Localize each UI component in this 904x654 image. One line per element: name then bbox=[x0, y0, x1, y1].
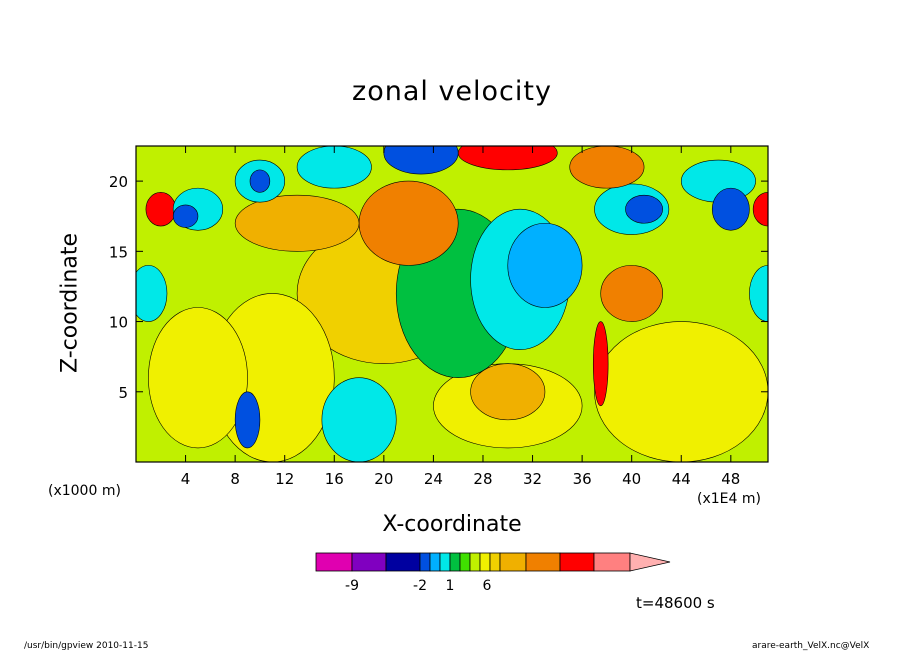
colorbar-segment-7 bbox=[459, 552, 471, 572]
contour-region-13 bbox=[145, 192, 176, 227]
colorbar-segment-8 bbox=[469, 552, 481, 572]
contour-region-12 bbox=[600, 265, 663, 322]
colorbar-segment-10 bbox=[489, 552, 501, 572]
footer-program-date: /usr/bin/gpview 2010-11-15 bbox=[24, 641, 149, 651]
time-label: t=48600 s bbox=[636, 594, 715, 612]
y-tick-label-2: 15 bbox=[109, 243, 128, 261]
y-axis-label: Z-coordinate bbox=[57, 233, 83, 373]
colorbar-tick-label-2: 1 bbox=[446, 578, 455, 594]
x-tick-label-2: 12 bbox=[275, 470, 294, 488]
colorbar-segment-14 bbox=[593, 552, 631, 572]
contour-region-30 bbox=[592, 321, 609, 407]
x-tick-label-11: 48 bbox=[721, 470, 740, 488]
colorbar-segment-13 bbox=[559, 552, 595, 572]
colorbar-segment-2 bbox=[385, 552, 421, 572]
footer-file-variable: arare-earth_VelX.nc@VelX bbox=[752, 641, 870, 651]
x-tick-label-0: 4 bbox=[181, 470, 191, 488]
contour-region-9 bbox=[358, 180, 459, 266]
y-tick-label-0: 5 bbox=[118, 384, 128, 402]
contour-region-4 bbox=[148, 307, 248, 449]
y-tick-label-1: 10 bbox=[109, 314, 128, 332]
colorbar-segment-5 bbox=[439, 552, 451, 572]
contour-region-29 bbox=[234, 391, 261, 449]
x-axis-label: X-coordinate bbox=[382, 512, 522, 537]
colorbar-segment-6 bbox=[449, 552, 461, 572]
colorbar-tick-label-1: -2 bbox=[413, 578, 427, 594]
x-tick-label-10: 44 bbox=[672, 470, 691, 488]
colorbar-tick-label-3: 6 bbox=[483, 578, 492, 594]
contour-region-18 bbox=[249, 169, 271, 193]
colorbar-segment-4 bbox=[429, 552, 441, 572]
contour-region-8 bbox=[507, 222, 583, 308]
colorbar-segment-0 bbox=[315, 552, 353, 572]
contour-region-6 bbox=[321, 377, 397, 462]
x-tick-label-8: 36 bbox=[573, 470, 592, 488]
colorbar-tick-label-0: -9 bbox=[345, 578, 359, 594]
contour-region-21 bbox=[383, 146, 459, 175]
x-tick-label-3: 16 bbox=[325, 470, 344, 488]
x-tick-label-7: 32 bbox=[523, 470, 542, 488]
colorbar-segment-9 bbox=[479, 552, 491, 572]
colorbar-extension-arrow bbox=[629, 552, 671, 572]
chart-title: zonal velocity bbox=[352, 76, 552, 107]
colorbar-segment-3 bbox=[419, 552, 431, 572]
colorbar: -9 -2 1 6 bbox=[315, 552, 671, 594]
contour-region-16 bbox=[172, 204, 199, 228]
contour-region-26 bbox=[296, 146, 372, 189]
contour-region-27 bbox=[136, 265, 168, 322]
x-unit-label: (x1000 m) bbox=[48, 483, 121, 499]
x-tick-label-4: 20 bbox=[374, 470, 393, 488]
x-tick-label-6: 28 bbox=[473, 470, 492, 488]
contour-region-11 bbox=[470, 363, 546, 421]
colorbar-segment-11 bbox=[499, 552, 527, 572]
contour-region-3 bbox=[594, 321, 768, 462]
x-tick-label-1: 8 bbox=[230, 470, 240, 488]
contour-region-22 bbox=[457, 146, 558, 171]
y-unit-label: (x1E4 m) bbox=[697, 491, 761, 507]
contour-region-25 bbox=[711, 187, 750, 231]
contour-region-23 bbox=[569, 146, 645, 189]
contour-region-20 bbox=[625, 194, 663, 224]
x-tick-label-5: 24 bbox=[424, 470, 443, 488]
x-tick-label-9: 40 bbox=[622, 470, 641, 488]
contour-region-10 bbox=[234, 194, 360, 252]
y-tick-label-3: 20 bbox=[109, 173, 128, 191]
colorbar-segment-12 bbox=[525, 552, 561, 572]
plot-frame bbox=[135, 145, 769, 463]
colorbar-segment-1 bbox=[351, 552, 387, 572]
